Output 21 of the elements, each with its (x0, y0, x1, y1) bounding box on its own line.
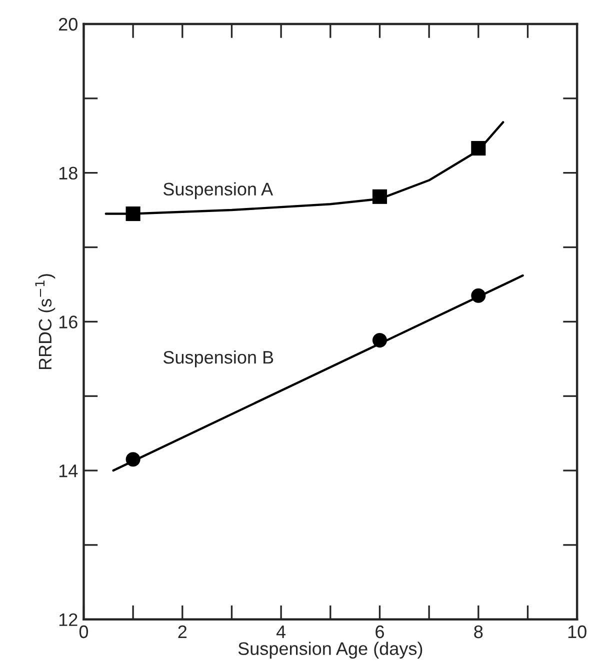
y-tick-label: 14 (59, 464, 78, 478)
y-tick-label: 12 (59, 613, 78, 626)
point (471, 288, 486, 303)
annotation: Suspension A (163, 182, 274, 200)
y-tick-label: 18 (59, 166, 78, 180)
point (471, 140, 486, 156)
y-axis-title: RRDC (s$^{−1}$) (35, 274, 56, 370)
y-tick-label: 16 (59, 316, 78, 328)
point (126, 206, 140, 222)
x-tick-label: 8 (474, 625, 483, 638)
x-tick-label: 0 (79, 625, 88, 638)
x-tick-label: 4 (276, 626, 286, 638)
y-tick-label: 20 (58, 18, 78, 31)
annotation: Suspension B (163, 350, 274, 368)
x-tick-label: 10 (568, 625, 586, 638)
x-tick-label: 6 (376, 625, 384, 638)
x-axis-title: Suspension Age (days) (238, 642, 422, 659)
point (126, 452, 140, 467)
point (372, 333, 388, 348)
x-tick-label: 2 (178, 625, 187, 638)
point (372, 189, 388, 204)
